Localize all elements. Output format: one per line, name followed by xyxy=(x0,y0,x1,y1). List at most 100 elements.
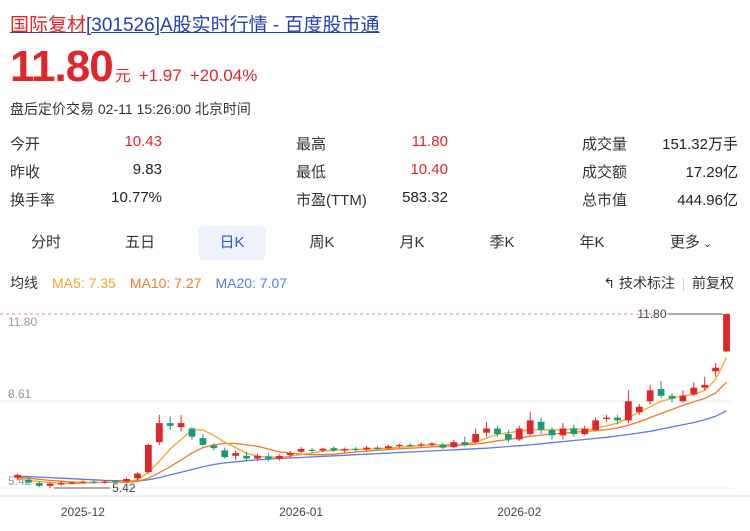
amount-value: 17.29亿 xyxy=(685,164,738,181)
candle-body xyxy=(232,453,240,456)
candle-body xyxy=(384,446,392,449)
candle-body xyxy=(199,438,207,445)
tab-weekly-k[interactable]: 周K xyxy=(309,234,335,251)
open-value: 10.43 xyxy=(124,133,162,150)
candle-body xyxy=(363,447,370,450)
candle-body xyxy=(144,444,152,473)
tab-intraday[interactable]: 分时 xyxy=(30,234,61,251)
price-unit: 元 xyxy=(114,68,131,85)
candle-body xyxy=(210,445,218,449)
chart-tools: ↰ 技术标注 前复权 xyxy=(603,273,734,293)
candle-body xyxy=(254,455,261,459)
current-price: 11.80 xyxy=(10,42,114,91)
candle-body xyxy=(526,420,534,434)
candle-body xyxy=(406,444,414,446)
pe-value: 583.32 xyxy=(402,189,448,206)
candle-body xyxy=(548,429,556,436)
tab-monthly-k[interactable]: 月K xyxy=(399,234,425,251)
x-tick-label: 2026-01 xyxy=(279,505,323,519)
candle-body xyxy=(668,395,676,399)
candle-body xyxy=(646,390,654,402)
title-rest[interactable]: [301526]A股实时行情 - 百度股市通 xyxy=(86,15,380,36)
low-label: 最低 xyxy=(296,164,327,181)
market-cap-value: 444.96亿 xyxy=(677,192,738,209)
ma-label: 均线 xyxy=(10,275,38,291)
candle-body xyxy=(537,421,545,430)
candle-body xyxy=(112,480,120,482)
candle-body xyxy=(14,474,21,478)
candle-body xyxy=(679,395,687,402)
pe-label: 市盈(TTM) xyxy=(296,192,367,209)
candle-body xyxy=(264,456,272,459)
high-value: 11.80 xyxy=(411,133,448,150)
candle-body xyxy=(439,444,447,448)
candle-body xyxy=(712,367,720,372)
candle-body xyxy=(570,428,578,434)
tab-quarterly-k[interactable]: 季K xyxy=(489,234,515,251)
stock-name[interactable]: 国际复材 xyxy=(10,15,87,36)
candle-body xyxy=(275,455,283,459)
technical-indicator-button[interactable]: ↰ 技术标注 xyxy=(603,275,675,291)
ma10-value: MA10: 7.27 xyxy=(129,275,202,291)
candle-body xyxy=(24,479,32,483)
candle-body xyxy=(166,423,174,426)
page-title[interactable]: 国际复材[301526]A股实时行情 - 百度股市通 xyxy=(10,10,380,37)
candle-body xyxy=(461,442,469,445)
candle-body xyxy=(46,483,54,486)
max-price-label: 11.80 xyxy=(637,307,666,321)
min-price-label: 5.42 xyxy=(112,481,136,495)
candle-body xyxy=(504,434,512,440)
candle-body xyxy=(155,423,163,443)
candle-body xyxy=(690,387,698,395)
candle-body xyxy=(624,401,632,421)
x-tick-label: 2025-12 xyxy=(61,505,105,519)
high-label: 最高 xyxy=(296,136,327,153)
candle-body xyxy=(341,449,349,451)
candle-body xyxy=(79,481,87,483)
market-cap-label: 总市值 xyxy=(582,192,628,209)
candle-body xyxy=(123,479,130,482)
candle-body xyxy=(592,420,600,430)
candle-body xyxy=(603,417,610,419)
candle-body xyxy=(494,428,501,434)
tab-yearly-k[interactable]: 年K xyxy=(579,234,605,251)
candle-body xyxy=(559,428,567,436)
prev-close-label: 昨收 xyxy=(10,164,41,181)
candle-body xyxy=(417,444,425,446)
candle-body xyxy=(286,453,294,456)
amount-label: 成交额 xyxy=(582,164,628,181)
candle-body xyxy=(515,428,523,440)
period-tabs: 分时 五日 日K 周K 月K 季K 年K 更多 ⌄ xyxy=(0,226,750,260)
tools-divider xyxy=(683,277,684,291)
indicator-icon: ↰ xyxy=(603,275,616,291)
price-row: 11.80 元 +1.97 +20.04% xyxy=(10,44,257,90)
open-label: 今开 xyxy=(10,136,41,153)
tab-more[interactable]: 更多 ⌄ xyxy=(660,226,722,260)
tab-five-day[interactable]: 五日 xyxy=(124,234,155,251)
candle-body xyxy=(614,417,621,421)
ma20-line xyxy=(17,410,727,482)
candle-body xyxy=(101,481,109,483)
candle-body xyxy=(243,455,250,459)
trade-status: 盘后定价交易 02-11 15:26:00 北京时间 xyxy=(10,101,251,117)
ma-legend: 均线 MA5: 7.35 MA10: 7.27 MA20: 7.07 xyxy=(10,273,301,293)
price-change-pct: +20.04% xyxy=(189,66,258,85)
indicator-label: 技术标注 xyxy=(619,275,675,291)
candle-body xyxy=(657,389,665,396)
candle-body xyxy=(395,444,403,446)
candle-body xyxy=(428,443,436,445)
volume-value: 151.32万手 xyxy=(662,136,738,153)
adjust-button[interactable]: 前复权 xyxy=(692,275,734,291)
candle-body xyxy=(177,423,185,428)
candle-body xyxy=(188,428,196,437)
low-value: 10.40 xyxy=(410,161,448,178)
ma5-value: MA5: 7.35 xyxy=(52,275,116,291)
y-tick-label: 8.61 xyxy=(8,387,32,401)
tab-daily-k[interactable]: 日K xyxy=(198,226,266,260)
x-tick-label: 2026-02 xyxy=(497,505,541,519)
candle-body xyxy=(352,448,360,450)
candle-body xyxy=(68,482,76,484)
price-change: +1.97 xyxy=(138,66,182,85)
candle-body xyxy=(330,448,338,451)
